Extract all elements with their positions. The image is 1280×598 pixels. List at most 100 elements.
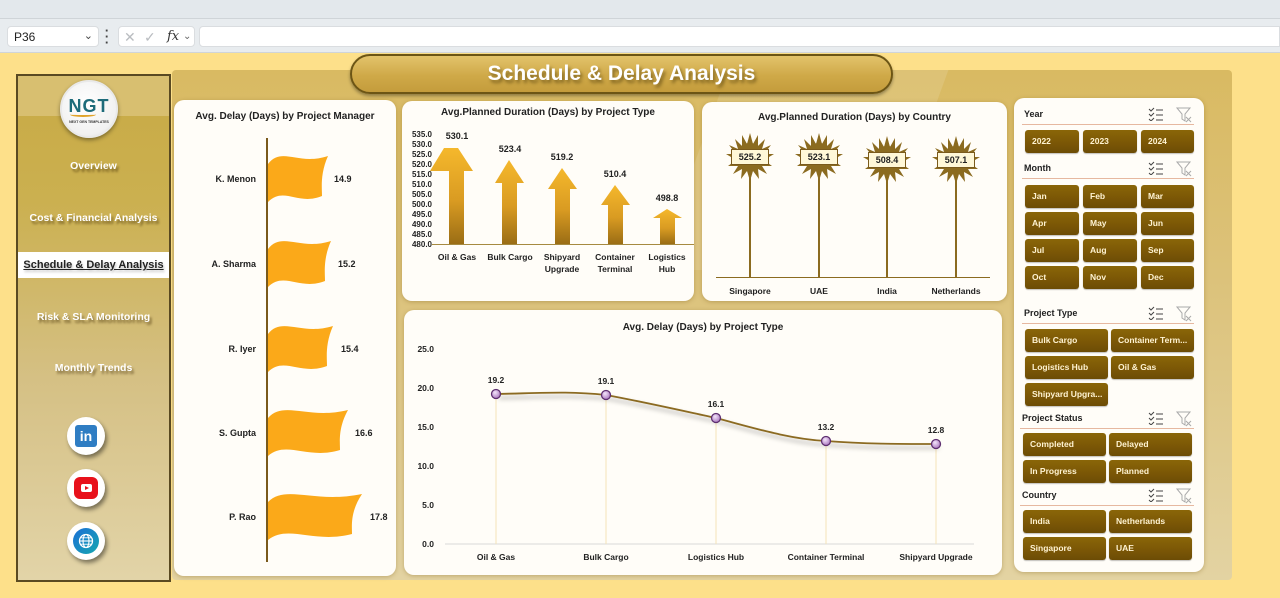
sidebar-item-risk-sla[interactable]: Risk & SLA Monitoring — [18, 305, 169, 329]
slicer-month-jul[interactable]: Jul — [1025, 239, 1079, 262]
value-label: 17.8 — [370, 512, 388, 522]
slicer-status-planned[interactable]: Planned — [1109, 460, 1192, 483]
slicer-country-netherlands[interactable]: Netherlands — [1109, 510, 1192, 533]
slicer-month-feb[interactable]: Feb — [1083, 185, 1137, 208]
value-label: 16.6 — [355, 428, 373, 438]
slicer-type-container-terminal[interactable]: Container Term... — [1111, 329, 1194, 352]
chart-delay-by-manager: Avg. Delay (Days) by Project Manager K. … — [174, 100, 396, 576]
clear-filter-icon[interactable] — [1176, 411, 1192, 427]
slicer-month-mar[interactable]: Mar — [1141, 185, 1194, 208]
flag-icon — [268, 326, 333, 372]
slicer-country-india[interactable]: India — [1023, 510, 1106, 533]
slicer-month-nov[interactable]: Nov — [1083, 266, 1137, 289]
slicer-status-in-progress[interactable]: In Progress — [1023, 460, 1106, 483]
slicer-month-dec[interactable]: Dec — [1141, 266, 1194, 289]
multi-select-icon[interactable] — [1148, 488, 1164, 502]
slicer-year-2023[interactable]: 2023 — [1083, 130, 1137, 153]
ribbon-strip — [0, 0, 1280, 19]
slicer-type-bulk-cargo[interactable]: Bulk Cargo — [1025, 329, 1108, 352]
multi-select-icon[interactable] — [1148, 107, 1164, 121]
clear-filter-icon[interactable] — [1176, 161, 1192, 177]
chart-duration-by-country: Avg.Planned Duration (Days) by Country 5… — [702, 102, 1007, 301]
slicer-label: Country — [1022, 490, 1057, 500]
chart-delay-by-type: Avg. Delay (Days) by Project Type 25.0 2… — [404, 310, 1002, 575]
website-button[interactable] — [67, 522, 105, 560]
value-label: 19.2 — [487, 375, 505, 385]
slicer-month-aug[interactable]: Aug — [1083, 239, 1137, 262]
slicer-year-2024[interactable]: 2024 — [1141, 130, 1194, 153]
flag-icon — [268, 241, 331, 287]
formula-actions: ✕ ✓ fx ⌄ — [118, 26, 195, 47]
slicer-year-2022[interactable]: 2022 — [1025, 130, 1079, 153]
slicer-label: Year — [1024, 109, 1044, 119]
category-label: A. Sharma — [211, 259, 256, 269]
value-label: 14.9 — [334, 174, 352, 184]
sidebar-item-overview[interactable]: Overview — [18, 154, 169, 178]
category-label: Container Terminal — [787, 552, 865, 562]
slicer-month-may[interactable]: May — [1083, 212, 1137, 235]
y-tick: 10.0 — [417, 461, 434, 471]
lollipop-marks — [726, 133, 980, 277]
slicer-type-oil-gas[interactable]: Oil & Gas — [1111, 356, 1194, 379]
value-label: 13.2 — [817, 422, 835, 432]
name-box[interactable]: P36 ⌄ — [7, 26, 99, 47]
slicer-month-sep[interactable]: Sep — [1141, 239, 1194, 262]
line-plot — [445, 388, 974, 545]
slicer-type-logistics-hub[interactable]: Logistics Hub — [1025, 356, 1108, 379]
sidebar-item-monthly-trends[interactable]: Monthly Trends — [18, 356, 169, 380]
category-label: Netherlands — [931, 286, 981, 296]
category-label: K. Menon — [215, 174, 257, 184]
slicer-country-singapore[interactable]: Singapore — [1023, 537, 1106, 560]
category-label: Logistics Hub — [648, 252, 686, 274]
y-tick: 480.0 — [411, 240, 432, 249]
slicer-month-jun[interactable]: Jun — [1141, 212, 1194, 235]
category-label: Bulk Cargo — [583, 552, 629, 562]
cancel-icon[interactable]: ✕ — [124, 29, 136, 45]
chevron-down-icon[interactable]: ⌄ — [183, 31, 192, 42]
multi-select-icon[interactable] — [1148, 306, 1164, 320]
chevron-down-icon[interactable]: ⌄ — [83, 30, 93, 42]
slicer-month-apr[interactable]: Apr — [1025, 212, 1079, 235]
insert-function-icon[interactable]: fx — [167, 29, 180, 44]
bar-item: A. Sharma 15.2 — [174, 237, 394, 297]
y-tick: 485.0 — [411, 230, 432, 239]
slicer-status-completed[interactable]: Completed — [1023, 433, 1106, 456]
y-tick: 510.0 — [411, 180, 432, 189]
slicer-country-uae[interactable]: UAE — [1109, 537, 1192, 560]
category-label: Container Terminal — [595, 252, 635, 274]
bar-item: K. Menon 14.9 — [174, 152, 394, 212]
more-options-icon[interactable]: · · · — [104, 23, 110, 50]
y-tick: 500.0 — [411, 200, 432, 209]
slicer-status-delayed[interactable]: Delayed — [1109, 433, 1192, 456]
confirm-icon[interactable]: ✓ — [144, 29, 156, 45]
multi-select-icon[interactable] — [1148, 161, 1164, 175]
youtube-button[interactable] — [67, 469, 105, 507]
value-label: 12.8 — [927, 425, 945, 435]
formula-input[interactable] — [199, 26, 1280, 47]
slicer-month-oct[interactable]: Oct — [1025, 266, 1079, 289]
linkedin-button[interactable]: in — [67, 417, 105, 455]
clear-filter-icon[interactable] — [1176, 488, 1192, 504]
slicer-year-header: Year — [1022, 107, 1194, 125]
slicer-project-type-header: Project Type — [1022, 306, 1194, 324]
nav-label: Cost & Financial Analysis — [29, 212, 158, 224]
globe-icon — [73, 528, 99, 554]
bar-item: S. Gupta 16.6 — [174, 406, 394, 466]
value-label: 498.8 — [655, 193, 679, 203]
y-tick: 520.0 — [411, 160, 432, 169]
chart-duration-by-type: Avg.Planned Duration (Days) by Project T… — [402, 101, 694, 301]
slicer-panel: Year 2022 2023 2024 Month Jan Feb Mar Ap… — [1014, 98, 1204, 572]
clear-filter-icon[interactable] — [1176, 107, 1192, 123]
sidebar-item-schedule-delay[interactable]: Schedule & Delay Analysis — [18, 252, 169, 278]
sidebar-item-cost-financial[interactable]: Cost & Financial Analysis — [18, 206, 169, 230]
y-tick: 495.0 — [411, 210, 432, 219]
arrow-bars — [430, 148, 682, 244]
clear-filter-icon[interactable] — [1176, 306, 1192, 322]
category-label: India — [877, 286, 897, 296]
category-label: S. Gupta — [218, 428, 256, 438]
slicer-month-jan[interactable]: Jan — [1025, 185, 1079, 208]
y-tick: 5.0 — [422, 500, 434, 510]
multi-select-icon[interactable] — [1148, 411, 1164, 425]
slicer-type-shipyard-upgrade[interactable]: Shipyard Upgra... — [1025, 383, 1108, 406]
y-tick: 490.0 — [411, 220, 432, 229]
